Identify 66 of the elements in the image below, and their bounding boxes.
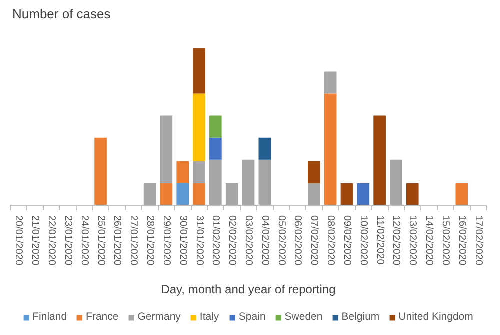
legend-label: Germany [138,311,181,323]
x-tick-label: 28/01/2020 [144,216,156,266]
legend-label: Finland [32,311,68,323]
bar [258,160,272,206]
bar [144,183,156,206]
x-tick-label: 07/02/2020 [308,216,320,266]
bar [258,138,272,160]
x-tick-label: 12/02/2020 [390,216,402,266]
x-tick-label: 31/01/2020 [194,216,205,266]
bar [160,183,173,206]
legend-label: Sweden [284,311,323,323]
x-tick-label: 08/02/2020 [325,216,336,266]
x-tick-label: 21/01/2020 [30,216,41,266]
x-tick-label: 27/01/2020 [128,216,140,266]
x-tick-label: 04/02/2020 [259,216,270,266]
bar [242,160,255,206]
x-tick-label: 06/02/2020 [292,216,304,266]
bar [176,161,189,184]
x-tick-label: 29/01/2020 [160,216,172,266]
x-tick-label: 25/01/2020 [95,216,106,266]
x-tick-label: 09/02/2020 [341,216,352,266]
bar [308,183,320,206]
bar [210,116,222,138]
x-tick-label: 11/02/2020 [374,216,386,266]
x-tick-label: 15/02/2020 [440,216,451,266]
bar [193,94,206,162]
bar [193,161,206,184]
x-axis-title: Day, month and year of reporting [161,282,336,297]
bar [324,72,337,94]
x-tick-label: 13/02/2020 [407,216,418,266]
bar [390,160,402,206]
bar [193,183,206,206]
x-tick-label: 16/02/2020 [456,216,468,266]
legend-label: Belgium [342,311,380,323]
x-tick-label: 30/01/2020 [177,216,188,266]
legend-label: Spain [238,311,266,323]
x-tick-label: 22/01/2020 [46,216,58,266]
x-tick-label: 02/02/2020 [226,216,238,266]
x-tick-label: 24/01/2020 [78,216,90,266]
legend-label: United Kingdom [398,311,474,323]
x-tick-label: 14/02/2020 [424,216,435,266]
bar [374,116,386,206]
legend-label: Italy [200,311,220,323]
bar [94,138,107,206]
bar [406,183,419,206]
x-tick-label: 05/02/2020 [276,216,287,266]
bar [357,183,370,206]
bar [308,161,320,184]
bar [210,138,222,160]
bar [193,48,206,94]
bar [210,160,222,206]
x-tick-label: 01/02/2020 [210,216,222,266]
bar [226,183,238,206]
bar [176,183,189,206]
x-tick-label: 23/01/2020 [62,216,74,266]
x-tick-label: 20/01/2020 [13,216,24,266]
x-tick-label: 03/02/2020 [243,216,254,266]
y-axis-title: Number of cases [12,6,112,22]
legend-label: France [86,311,119,323]
x-tick-label: 26/01/2020 [112,216,123,266]
bar [456,183,468,206]
bar [324,94,337,206]
bar [160,116,173,184]
bar [340,183,354,206]
x-tick-label: 17/02/2020 [472,216,484,266]
x-tick-label: 10/02/2020 [358,216,369,266]
